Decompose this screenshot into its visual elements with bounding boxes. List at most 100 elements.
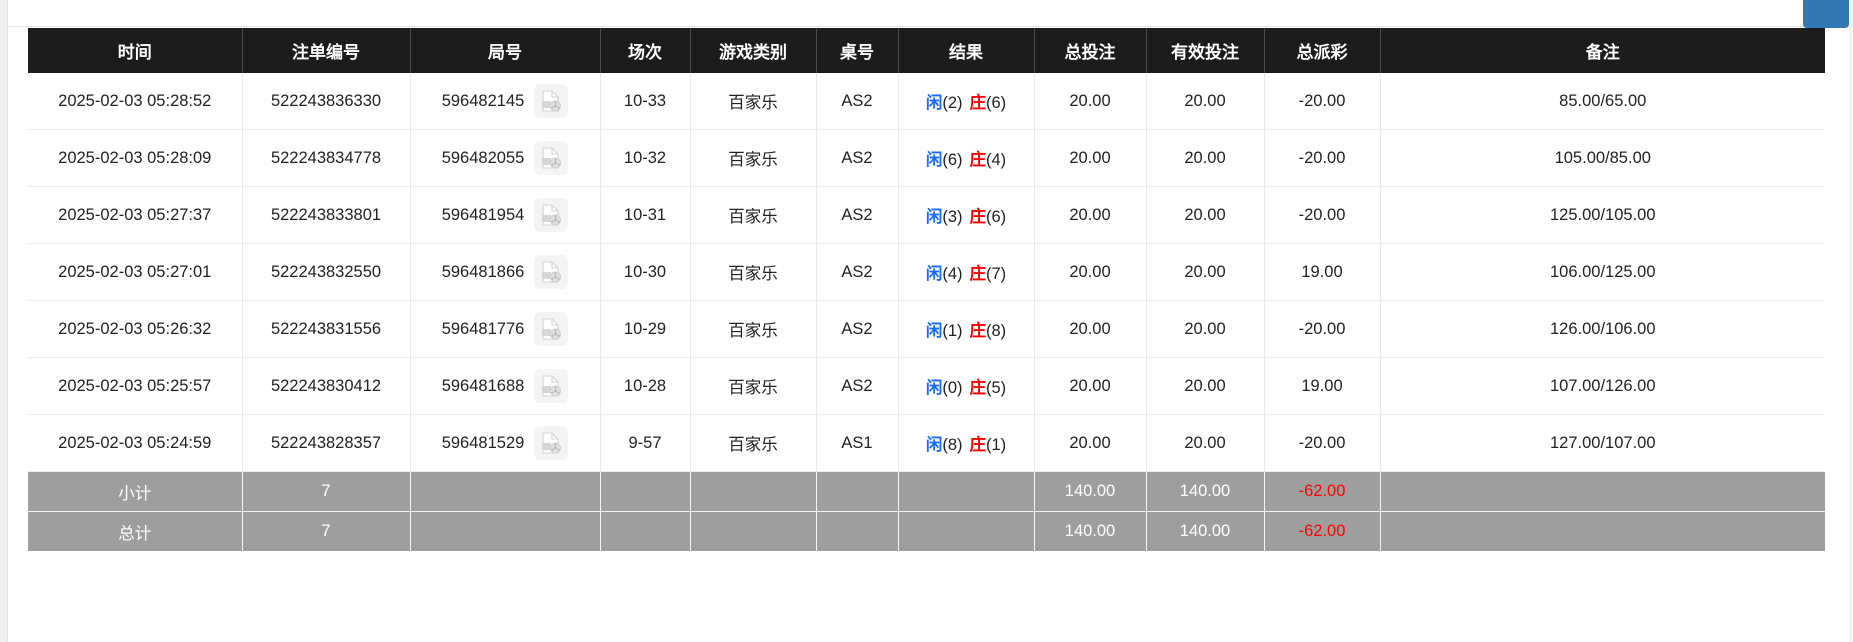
video-file-icon[interactable] (534, 369, 569, 403)
cell-time: 2025-02-03 05:27:37 (28, 186, 243, 244)
summary-total-payout: -62.00 (1264, 511, 1381, 551)
summary-game-type (690, 471, 817, 512)
result-banker-label: 庄 (969, 265, 987, 283)
result-banker-value: (1) (986, 436, 1007, 454)
round-no-group: 596481529 (415, 426, 596, 460)
cell-game-type: 百家乐 (690, 73, 817, 130)
cell-total-bet: 20.00 (1034, 300, 1147, 358)
page-right-gutter (1849, 0, 1853, 642)
summary-total-bet: 140.00 (1034, 471, 1147, 512)
column-header-round_no[interactable]: 局号 (410, 28, 601, 73)
cell-table-no: AS2 (816, 129, 899, 187)
cell-session: 10-29 (600, 300, 691, 358)
cell-remark: 105.00/85.00 (1380, 129, 1825, 187)
table-row[interactable]: 2025-02-03 05:28:52 522243836330 596482145… (28, 73, 1825, 130)
result-player-label: 闲 (925, 94, 943, 112)
cell-total-payout: -20.00 (1264, 300, 1381, 358)
column-header-table_no[interactable]: 桌号 (816, 28, 899, 73)
table-row[interactable]: 2025-02-03 05:26:32 522243831556 596481776… (28, 300, 1825, 358)
corner-chip-button[interactable] (1803, 0, 1849, 28)
video-file-icon[interactable] (534, 426, 569, 460)
cell-table-no: AS2 (816, 243, 899, 301)
table-row[interactable]: 2025-02-03 05:28:09 522243834778 596482055… (28, 129, 1825, 187)
cell-round-no: 596481776 (410, 300, 601, 358)
column-header-time[interactable]: 时间 (28, 28, 243, 73)
summary-label: 总计 (28, 511, 243, 551)
result-banker-value: (6) (986, 94, 1007, 112)
cell-order-no: 522243836330 (242, 73, 411, 130)
cell-remark: 127.00/107.00 (1380, 414, 1825, 472)
cell-game-type: 百家乐 (690, 243, 817, 301)
cell-total-payout: -20.00 (1264, 73, 1381, 130)
result-player-value: (0) (942, 379, 963, 397)
result-player-label: 闲 (925, 208, 943, 226)
cell-round-no: 596481954 (410, 186, 601, 244)
round-no-text: 596481866 (441, 262, 525, 281)
cell-remark: 125.00/105.00 (1380, 186, 1825, 244)
table-row[interactable]: 2025-02-03 05:27:37 522243833801 596481954… (28, 186, 1825, 244)
cell-valid-bet: 20.00 (1146, 300, 1265, 358)
result-player-label: 闲 (925, 436, 943, 454)
round-no-group: 596481776 (415, 312, 596, 346)
result-player-label: 闲 (925, 265, 943, 283)
column-header-total_payout[interactable]: 总派彩 (1264, 28, 1381, 73)
cell-time: 2025-02-03 05:26:32 (28, 300, 243, 358)
cell-total-payout: -20.00 (1264, 129, 1381, 187)
video-file-icon[interactable] (534, 312, 569, 346)
summary-remark (1380, 471, 1825, 512)
summary-round-no (410, 471, 601, 512)
table-row[interactable]: 2025-02-03 05:27:01 522243832550 596481866… (28, 243, 1825, 301)
round-no-group: 596481688 (415, 369, 596, 403)
cell-time: 2025-02-03 05:28:52 (28, 73, 243, 130)
cell-order-no: 522243830412 (242, 357, 411, 415)
result-banker-label: 庄 (969, 379, 987, 397)
result-player-value: (6) (942, 151, 963, 169)
result-banker-value: (8) (986, 322, 1007, 340)
summary-table-no (816, 471, 899, 512)
result-banker-label: 庄 (969, 436, 987, 454)
column-header-result[interactable]: 结果 (898, 28, 1035, 73)
cell-order-no: 522243831556 (242, 300, 411, 358)
cell-total-bet: 20.00 (1034, 357, 1147, 415)
cell-session: 10-32 (600, 129, 691, 187)
cell-result: 闲(3) 庄(6) (898, 186, 1035, 244)
video-file-icon[interactable] (534, 84, 569, 118)
column-header-total_bet[interactable]: 总投注 (1034, 28, 1147, 73)
column-header-session[interactable]: 场次 (600, 28, 691, 73)
column-header-remark[interactable]: 备注 (1380, 28, 1825, 73)
column-header-order_no[interactable]: 注单编号 (242, 28, 411, 73)
cell-round-no: 596481529 (410, 414, 601, 472)
cell-remark: 85.00/65.00 (1380, 73, 1825, 130)
result-player-value: (8) (942, 436, 963, 454)
video-file-icon[interactable] (534, 141, 569, 175)
result-banker-value: (4) (986, 151, 1007, 169)
round-no-text: 596482055 (441, 148, 525, 167)
cell-remark: 126.00/106.00 (1380, 300, 1825, 358)
cell-table-no: AS1 (816, 414, 899, 472)
summary-result (898, 471, 1035, 512)
summary-session (600, 471, 691, 512)
cell-total-bet: 20.00 (1034, 129, 1147, 187)
video-file-icon[interactable] (534, 198, 569, 232)
round-no-group: 596481866 (415, 255, 596, 289)
cell-result: 闲(8) 庄(1) (898, 414, 1035, 472)
result-player-value: (2) (942, 94, 963, 112)
summary-session (600, 511, 691, 551)
cell-valid-bet: 20.00 (1146, 414, 1265, 472)
cell-game-type: 百家乐 (690, 186, 817, 244)
table-row[interactable]: 2025-02-03 05:25:57 522243830412 596481688… (28, 357, 1825, 415)
column-header-game_type[interactable]: 游戏类别 (690, 28, 817, 73)
summary-total-payout: -62.00 (1264, 471, 1381, 512)
cell-table-no: AS2 (816, 300, 899, 358)
summary-total-bet: 140.00 (1034, 511, 1147, 551)
cell-total-payout: -20.00 (1264, 414, 1381, 472)
cell-session: 9-57 (600, 414, 691, 472)
round-no-text: 596481529 (441, 433, 525, 452)
cell-time: 2025-02-03 05:24:59 (28, 414, 243, 472)
top-divider (7, 26, 1849, 27)
result-banker-label: 庄 (969, 151, 987, 169)
video-file-icon[interactable] (534, 255, 569, 289)
cell-order-no: 522243834778 (242, 129, 411, 187)
column-header-valid_bet[interactable]: 有效投注 (1146, 28, 1265, 73)
table-row[interactable]: 2025-02-03 05:24:59 522243828357 596481529… (28, 414, 1825, 472)
